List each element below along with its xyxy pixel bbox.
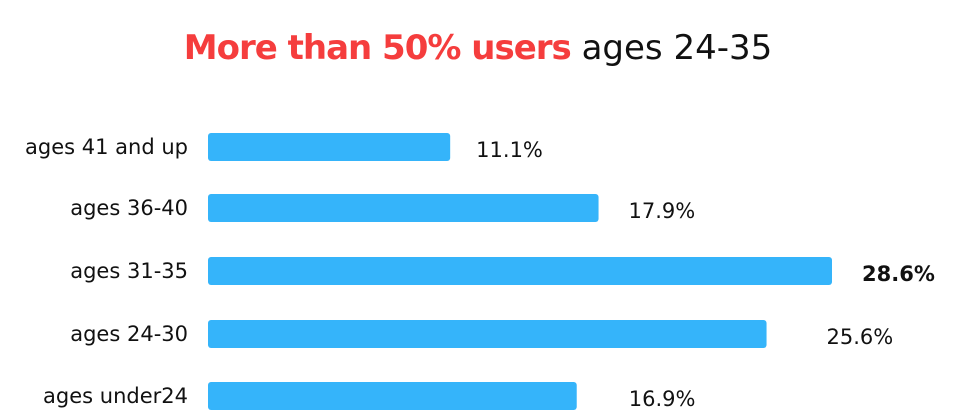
chart-title-rest: ages 24-35 bbox=[581, 28, 773, 68]
bar bbox=[208, 133, 451, 161]
bar bbox=[208, 257, 832, 285]
category-label: ages 41 and up bbox=[25, 135, 188, 159]
value-label: 28.6% bbox=[862, 262, 935, 286]
category-label: ages 36-40 bbox=[70, 196, 188, 220]
value-label: 16.9% bbox=[629, 387, 696, 411]
category-label: ages under24 bbox=[43, 384, 188, 408]
chart-title: More than 50% users ages 24-35 bbox=[0, 28, 956, 68]
category-label: ages 31-35 bbox=[70, 259, 188, 283]
chart-title-highlight: More than 50% users bbox=[183, 28, 572, 68]
bar bbox=[208, 320, 767, 348]
value-label: 17.9% bbox=[629, 199, 696, 223]
category-label: ages 24-30 bbox=[70, 322, 188, 346]
bar bbox=[208, 382, 577, 410]
value-label: 11.1% bbox=[476, 138, 543, 162]
bar bbox=[208, 194, 599, 222]
value-label: 25.6% bbox=[827, 325, 894, 349]
